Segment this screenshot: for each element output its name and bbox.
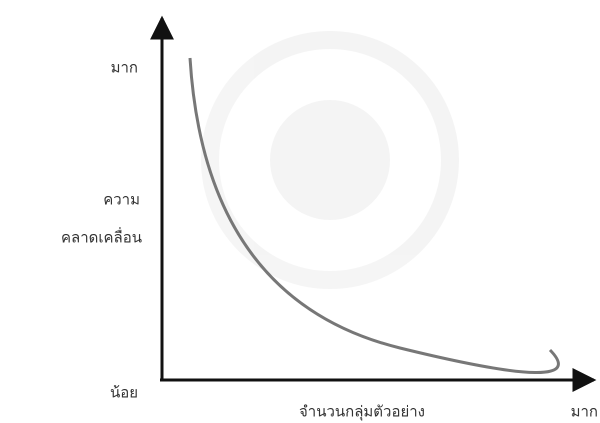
x-axis-label: จำนวนกลุ่มตัวอย่าง xyxy=(299,403,425,422)
curve xyxy=(188,57,560,374)
y-low-label: น้อย xyxy=(110,384,138,402)
watermark xyxy=(201,31,459,289)
x-high-label: มาก xyxy=(571,403,598,421)
y-axis-label: คลาดเคลื่อน xyxy=(61,227,142,247)
y-axis-label: ความ xyxy=(103,191,140,209)
y-high-label: มาก xyxy=(111,59,138,77)
